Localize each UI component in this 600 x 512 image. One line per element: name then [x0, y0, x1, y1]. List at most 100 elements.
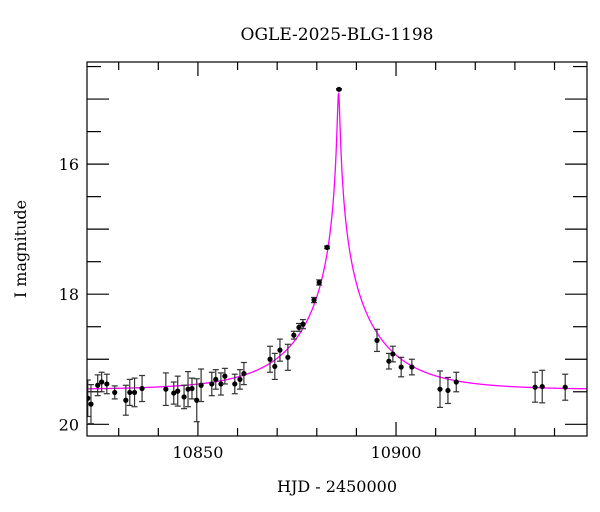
data-point — [385, 352, 392, 370]
model-curve — [87, 92, 587, 390]
point-marker — [374, 337, 380, 343]
data-point — [139, 374, 146, 403]
x-axis-label: HJD - 2450000 — [277, 477, 397, 496]
axis-ticks: 10850 10900 16 18 20 — [59, 62, 587, 462]
y-axis-label: I magnitude — [11, 200, 30, 298]
data-point — [221, 367, 228, 385]
point-marker — [453, 379, 459, 385]
data-point — [271, 352, 278, 381]
data-point — [532, 371, 539, 403]
point-marker — [99, 379, 105, 385]
data-point — [276, 338, 283, 362]
data-point — [437, 370, 444, 408]
data-point — [87, 384, 94, 425]
data-point — [311, 296, 318, 304]
point-marker — [123, 397, 129, 403]
data-point — [236, 369, 243, 390]
data-point — [295, 322, 302, 332]
data-point — [290, 330, 297, 340]
point-marker — [232, 381, 238, 387]
data-point — [335, 86, 342, 92]
data-point — [398, 356, 405, 378]
data-point — [284, 343, 291, 371]
data-point — [389, 345, 396, 363]
point-marker — [409, 364, 415, 370]
data-point — [193, 378, 200, 423]
data-point — [324, 244, 331, 250]
data-point — [212, 369, 219, 390]
point-marker — [324, 244, 330, 250]
data-point — [267, 345, 274, 373]
data-point — [231, 373, 238, 395]
data-point — [181, 384, 188, 410]
data-point — [185, 371, 192, 408]
point-marker — [185, 386, 191, 392]
point-marker — [163, 386, 169, 392]
data-point — [299, 318, 306, 330]
point-marker — [532, 384, 538, 390]
data-point — [126, 378, 133, 407]
point-marker — [237, 376, 243, 383]
data-point — [453, 371, 460, 393]
data-point — [87, 379, 91, 418]
point-marker — [88, 401, 94, 407]
point-marker — [437, 386, 443, 392]
point-marker — [194, 397, 200, 403]
point-marker — [562, 384, 568, 390]
point-marker — [175, 388, 181, 394]
point-marker — [277, 347, 283, 353]
data-points-group — [87, 86, 569, 425]
y-tick-label: 16 — [59, 155, 79, 174]
data-point — [94, 374, 101, 397]
data-point — [162, 372, 169, 407]
y-tick-label: 20 — [59, 415, 79, 434]
point-marker — [291, 332, 297, 338]
data-point — [316, 279, 323, 286]
data-point — [374, 328, 381, 353]
point-marker — [285, 354, 291, 360]
point-marker — [218, 381, 224, 387]
point-marker — [311, 297, 317, 303]
x-tick-label: 10850 — [172, 443, 223, 462]
point-marker — [445, 387, 451, 394]
point-marker — [104, 381, 110, 387]
point-marker — [181, 394, 187, 400]
point-marker — [213, 376, 219, 383]
point-marker — [189, 385, 195, 392]
data-point — [240, 361, 247, 386]
data-point — [188, 377, 195, 400]
point-marker — [131, 389, 138, 396]
data-point — [198, 368, 205, 403]
point-marker — [539, 383, 545, 390]
data-point — [170, 381, 177, 405]
point-marker — [267, 356, 273, 362]
data-point — [408, 358, 415, 376]
point-marker — [272, 363, 278, 370]
point-marker — [139, 385, 145, 392]
data-point — [217, 372, 224, 396]
point-marker — [336, 86, 342, 92]
point-marker — [95, 382, 101, 388]
point-marker — [87, 395, 91, 401]
data-point — [174, 375, 181, 407]
chart-title: OGLE-2025-BLG-1198 — [241, 25, 434, 45]
data-point — [562, 373, 569, 401]
point-marker — [386, 358, 392, 364]
data-point — [122, 384, 129, 416]
data-point — [111, 385, 118, 400]
x-tick-label: 10900 — [371, 443, 422, 462]
data-point — [131, 377, 138, 408]
point-marker — [222, 373, 228, 379]
data-point — [103, 373, 110, 395]
y-tick-label: 18 — [59, 285, 79, 304]
data-point — [539, 369, 546, 404]
point-marker — [241, 370, 247, 377]
point-marker — [198, 382, 204, 388]
point-marker — [112, 389, 118, 396]
data-point — [444, 376, 451, 405]
point-marker — [300, 321, 306, 327]
model-curve-group — [87, 92, 587, 390]
point-marker — [390, 351, 396, 357]
point-marker — [209, 381, 215, 387]
